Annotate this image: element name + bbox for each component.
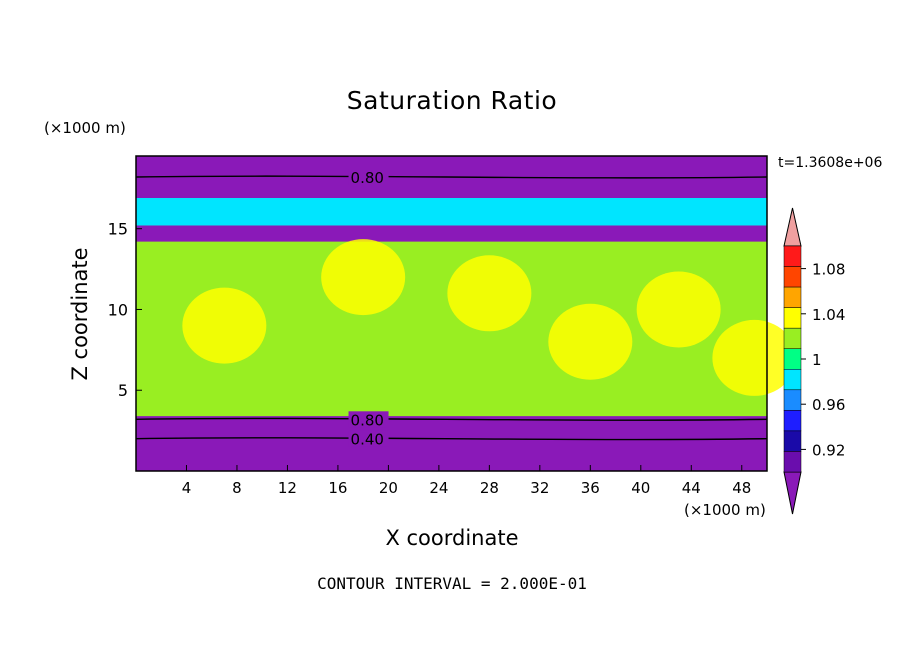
- colorbar-segment: [783, 286, 802, 308]
- x-tick-label: 48: [732, 479, 751, 497]
- field-band-3: [136, 198, 767, 226]
- contour-label-bg-0: [348, 169, 389, 185]
- y-tick-label: 10: [108, 300, 128, 319]
- x-tick-label: 28: [480, 479, 499, 497]
- y-tick-label: 5: [118, 381, 128, 400]
- contour-label-2: 0.40: [351, 431, 384, 449]
- colorbar-segment: [783, 389, 802, 411]
- colorbar-segment: [783, 307, 802, 329]
- x-tick-label: 24: [429, 479, 448, 497]
- x-tick-label: 44: [682, 479, 701, 497]
- contour-label-bg-1: [348, 411, 389, 428]
- x-tick-label: 40: [631, 479, 650, 497]
- x-tick-label: 32: [530, 479, 549, 497]
- colorbar-segment: [783, 369, 802, 391]
- colorbar-tick-label: 1.04: [812, 306, 845, 324]
- field-patch-4: [636, 271, 721, 348]
- contour-label-0: 0.80: [351, 169, 384, 187]
- colorbar-over-arrow: [783, 207, 802, 247]
- y-tick-label: 15: [108, 220, 128, 239]
- contour-line-0: [135, 175, 768, 179]
- colorbar-segment: [783, 451, 802, 473]
- colorbar-under-arrow: [783, 471, 802, 515]
- contour-label-bg-2: [348, 430, 389, 447]
- time-label: t=1.3608e+06: [778, 155, 883, 171]
- field-patch-2: [447, 255, 532, 332]
- colorbar-tick-label: 1: [812, 351, 822, 369]
- contour-line-2: [135, 437, 768, 441]
- y-axis-unit: (×1000 m): [44, 119, 126, 137]
- chart-title: Saturation Ratio: [346, 86, 558, 115]
- colorbar-segment: [783, 266, 802, 288]
- colorbar-segment: [783, 348, 802, 370]
- colorbar-segment: [783, 327, 802, 349]
- contour-label-1: 0.80: [351, 411, 384, 429]
- colorbar-segment: [783, 430, 802, 452]
- x-tick-label: 20: [379, 479, 398, 497]
- x-tick-label: 8: [232, 479, 242, 497]
- y-axis-label: Z coordinate: [68, 247, 92, 381]
- colorbar-tick-label: 0.96: [812, 396, 845, 414]
- colorbar-segment: [783, 410, 802, 432]
- field-patch-3: [548, 303, 633, 380]
- field-patch-0: [182, 287, 267, 364]
- x-tick-label: 16: [328, 479, 347, 497]
- contour-interval-note: CONTOUR INTERVAL = 2.000E-01: [317, 574, 587, 593]
- x-tick-label: 4: [182, 479, 192, 497]
- colorbar-tick-label: 1.08: [812, 261, 845, 279]
- colorbar-segment: [783, 245, 802, 267]
- field-patch-1: [321, 239, 406, 316]
- field-band-2: [136, 225, 767, 242]
- x-tick-label: 36: [581, 479, 600, 497]
- field-band-0: [136, 416, 767, 471]
- contour-line-1: [135, 417, 768, 421]
- x-axis-unit: (×1000 m): [684, 501, 766, 519]
- plot-frame: [135, 155, 768, 472]
- colorbar-tick-label: 0.92: [812, 441, 845, 459]
- field-patch-5: [712, 319, 797, 396]
- x-axis-label: X coordinate: [385, 526, 519, 550]
- x-tick-label: 12: [278, 479, 297, 497]
